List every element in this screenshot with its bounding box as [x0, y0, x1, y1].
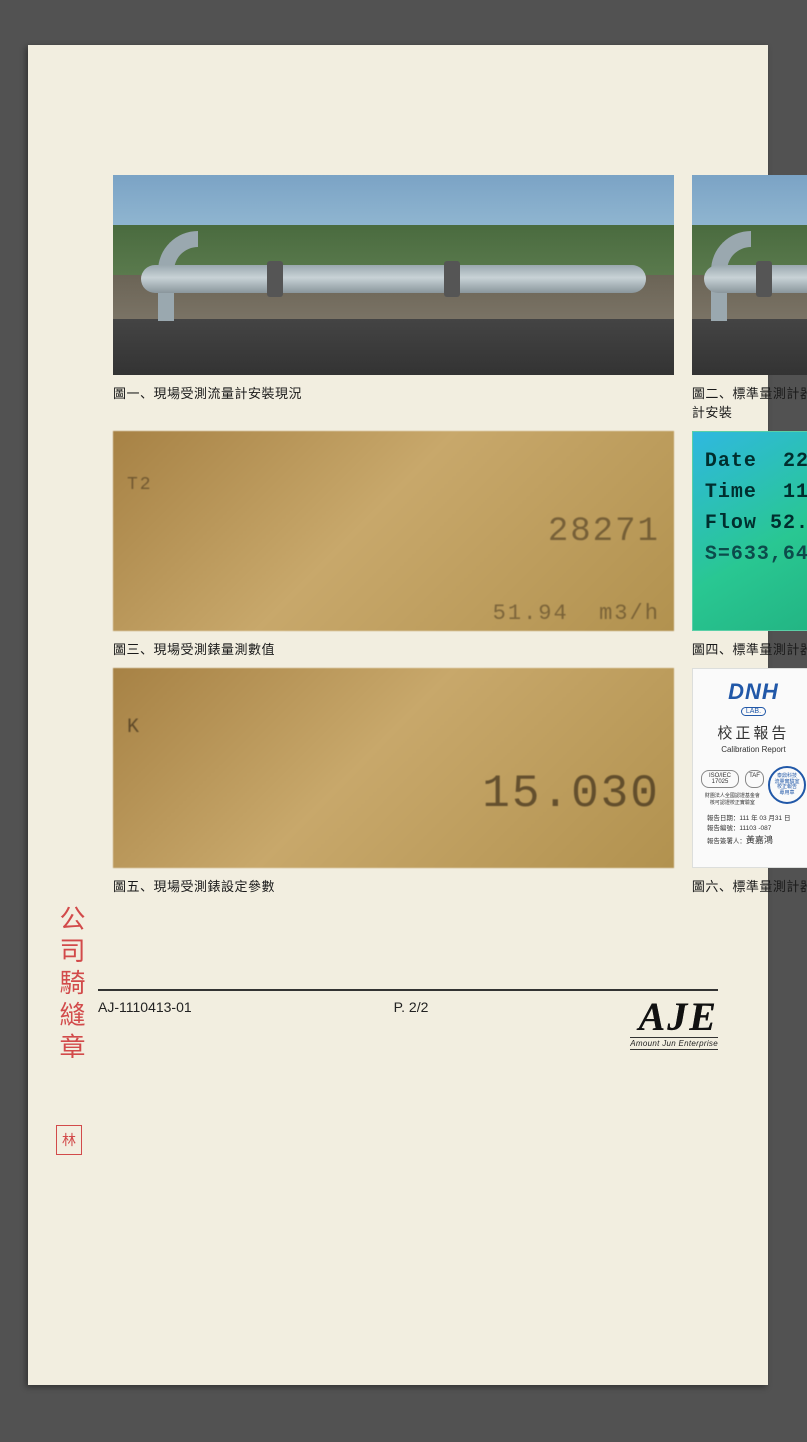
figure-3-caption: 圖三、現場受測錶量測數值 — [113, 639, 674, 658]
accred-iso: ISO/IEC 17025 — [701, 770, 739, 788]
calibration-report: DNH LAB. 校正報告 Calibration Report ISO/IEC… — [692, 668, 807, 868]
footer-divider — [98, 989, 718, 991]
aje-logo-subtitle: Amount Jun Enterprise — [630, 1037, 718, 1050]
page-number: P. 2/2 — [394, 999, 429, 1015]
report-metadata: 報告日期：111 年 03 月31 日 報告編號：11103 -087 報告簽署… — [701, 814, 806, 847]
figure-4-lcd: Date 22-04-13 Time 11:56:50 Flow 52.204 … — [692, 431, 807, 631]
accred-org: 財團法人全國認證基金會 核可認證校正實驗室 — [701, 792, 764, 806]
lcd4-date-value: 22-04-13 — [783, 450, 807, 473]
figure-2-caption: 圖二、標準量測計器攜帶型超音波流量計安裝 — [692, 383, 807, 421]
lcd4-time-value: 11:56:50 — [783, 481, 807, 504]
accred-taf: TAF — [745, 770, 764, 788]
pipe-icon — [704, 265, 807, 293]
lcd3-value1: 28271 — [548, 513, 660, 551]
lcd4-row-flow: Flow 52.204 m3/h — [705, 508, 807, 539]
figure-3-lcd: T2 28271 51.94 m3/h — [113, 431, 674, 631]
figure-2: 圖二、標準量測計器攜帶型超音波流量計安裝 — [692, 175, 807, 421]
lcd5-line: K 15.030 — [127, 668, 660, 868]
figure-1: 圖一、現場受測流量計安裝現況 — [113, 175, 674, 421]
report-date: 111 年 03 月31 日 — [739, 815, 790, 822]
photo-grid: 圖一、現場受測流量計安裝現況 圖二、標準量測計器攜帶型超音波流量計安裝 T2 2… — [113, 175, 708, 895]
aje-logo-text: AJE — [630, 999, 718, 1035]
lcd3-line2: 51.94 m3/h — [127, 601, 660, 626]
report-signatory: 黃嘉鴻 — [746, 835, 773, 845]
figure-6-caption: 圖六、標準量測計器認證 — [692, 876, 807, 895]
lcd3-line1: T2 28271 — [127, 437, 660, 589]
lcd5-value: 15.030 — [482, 768, 660, 820]
report-no: 11103 -087 — [739, 825, 771, 832]
report-no-label: 報告編號： — [707, 825, 740, 832]
report-subtitle: Calibration Report — [701, 745, 806, 754]
content-area: 圖一、現場受測流量計安裝現況 圖二、標準量測計器攜帶型超音波流量計安裝 T2 2… — [28, 45, 768, 949]
figure-1-caption: 圖一、現場受測流量計安裝現況 — [113, 383, 674, 402]
page-footer: AJ-1110413-01 P. 2/2 AJE Amount Jun Ente… — [98, 999, 718, 1050]
figure-2-photo — [692, 175, 807, 375]
company-seal-icon: 泰鼎科技 流量實驗室 校正報告 專用章 — [768, 766, 806, 804]
lcd3-prefix: T2 — [127, 475, 153, 495]
dnh-logo: DNH — [701, 679, 806, 705]
figure-4-caption: 圖四、標準量測計器量測數值 — [692, 639, 807, 658]
figure-5: K 15.030 圖五、現場受測錶設定參數 — [113, 668, 674, 895]
figure-6-photo: DNH LAB. 校正報告 Calibration Report ISO/IEC… — [692, 668, 807, 868]
figure-1-photo — [113, 175, 674, 375]
figure-5-caption: 圖五、現場受測錶設定參數 — [113, 876, 674, 895]
lcd4-date-label: Date — [705, 450, 757, 473]
report-sign-label: 報告簽署人： — [707, 838, 746, 845]
lcd4-row-time: Time 11:56:50 — [705, 477, 807, 508]
lcd4-flow-value: 52.204 m3/h — [770, 512, 807, 535]
perforation-seal-text: 公司騎縫章 — [52, 905, 89, 1065]
report-date-label: 報告日期： — [707, 815, 740, 822]
pipe-icon — [141, 265, 646, 293]
aje-company-logo: AJE Amount Jun Enterprise — [630, 999, 718, 1050]
lcd4-row-sq: S=633,641 Q=67 R — [705, 539, 807, 570]
scanned-page: 圖一、現場受測流量計安裝現況 圖二、標準量測計器攜帶型超音波流量計安裝 T2 2… — [28, 45, 768, 1385]
lcd4-row-date: Date 22-04-13 — [705, 446, 807, 477]
seal-text: 泰鼎科技 流量實驗室 校正報告 專用章 — [774, 774, 799, 796]
figure-3: T2 28271 51.94 m3/h 圖三、現場受測錶量測數值 — [113, 431, 674, 658]
lcd5-prefix: K — [127, 716, 141, 739]
figure-5-lcd: K 15.030 — [113, 668, 674, 868]
figure-4: Date 22-04-13 Time 11:56:50 Flow 52.204 … — [692, 431, 807, 658]
accreditation-badges: ISO/IEC 17025 TAF — [701, 770, 764, 788]
lcd4-time-label: Time — [705, 481, 757, 504]
document-number: AJ-1110413-01 — [98, 999, 192, 1015]
report-title: 校正報告 — [701, 722, 806, 743]
dnh-lab-label: LAB. — [741, 707, 766, 716]
perforation-seal-stamp: 林 — [56, 1125, 82, 1155]
lcd4-flow-label: Flow — [705, 512, 757, 535]
figure-6: DNH LAB. 校正報告 Calibration Report ISO/IEC… — [692, 668, 807, 895]
